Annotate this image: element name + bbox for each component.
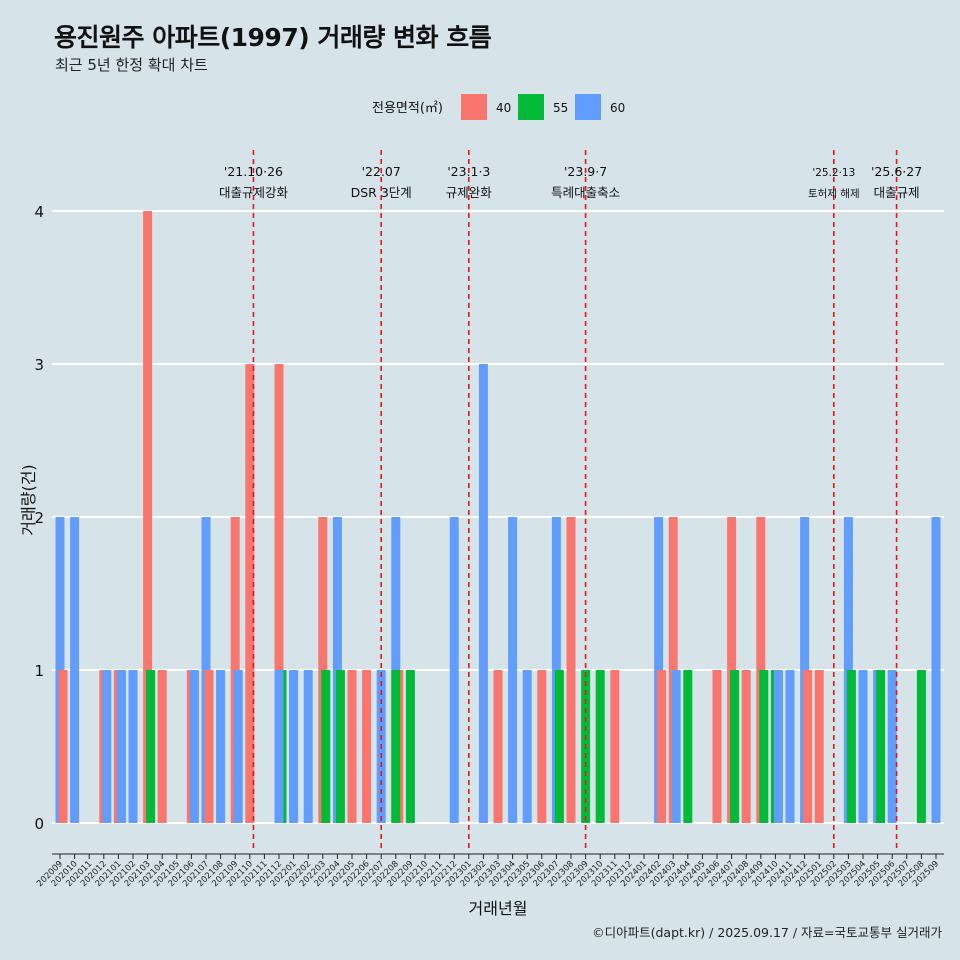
- y-tick-label: 3: [34, 356, 44, 374]
- chart-title: 용진원주 아파트(1997) 거래량 변화 흐름: [54, 23, 492, 52]
- bar-202112-60: [274, 670, 284, 823]
- bar-202205-40: [347, 670, 357, 823]
- bar-202402-40: [657, 670, 667, 823]
- bar-202009-40: [58, 670, 68, 823]
- legend-label: 60: [610, 101, 625, 115]
- bar-202208-55: [391, 670, 401, 823]
- event-label: 대출규제강화: [219, 185, 289, 200]
- event-date: '21.10·26: [224, 164, 283, 179]
- bar-202103-40: [143, 211, 153, 823]
- bar-202410-60: [773, 670, 783, 823]
- y-tick-label: 0: [34, 815, 44, 833]
- bar-202310-55: [595, 670, 605, 823]
- bar-202101-60: [116, 670, 126, 823]
- bar-202209-55: [405, 670, 415, 823]
- bar-202501-40: [814, 670, 824, 823]
- bar-202109-60: [233, 670, 243, 823]
- event-date: '23.9·7: [564, 164, 607, 179]
- bar-202306-40: [537, 670, 547, 823]
- bar-202412-40: [803, 670, 813, 823]
- bar-202406-40: [712, 670, 722, 823]
- event-date: '25.6·27: [871, 164, 922, 179]
- bar-202202-60: [303, 670, 313, 823]
- event-label: 특례대출축소: [551, 185, 620, 200]
- event-label: 규제완화: [446, 185, 493, 200]
- bar-202304-60: [508, 517, 518, 823]
- bar-202010-60: [70, 517, 80, 823]
- bar-202104-40: [157, 670, 167, 823]
- source-footer: ©디아파트(dapt.kr) / 2025.09.17 / 자료=국토교통부 실…: [592, 925, 942, 940]
- event-label: 대출규제: [874, 185, 920, 200]
- x-axis-title: 거래년월: [469, 899, 528, 918]
- bar-202110-40: [245, 364, 255, 823]
- legend-label: 55: [553, 101, 568, 115]
- legend-swatch-60: [575, 94, 601, 120]
- bar-202106-60: [189, 670, 199, 823]
- bar-202407-55: [730, 670, 740, 823]
- bar-202311-40: [610, 670, 620, 823]
- bar-202012-60: [102, 670, 112, 823]
- bar-202411-60: [785, 670, 795, 823]
- bar-202204-55: [335, 670, 345, 823]
- bar-202107-40: [204, 670, 214, 823]
- bar-202307-55: [554, 670, 564, 823]
- legend-title: 전용면적(㎡): [372, 101, 443, 116]
- event-date: '23.1·3: [447, 164, 490, 179]
- bar-202403-60: [671, 670, 681, 823]
- y-tick-label: 1: [34, 662, 44, 680]
- bar-202503-55: [846, 670, 856, 823]
- y-tick-label: 4: [34, 203, 44, 221]
- bar-202212-60: [449, 517, 459, 823]
- bar-202203-55: [321, 670, 331, 823]
- bar-202305-60: [522, 670, 532, 823]
- event-label: 토허제 해제: [808, 187, 860, 200]
- bar-202303-40: [493, 670, 503, 823]
- bar-202201-60: [289, 670, 299, 823]
- y-axis-title: 거래량(건): [19, 464, 38, 535]
- bar-202409-55: [759, 670, 769, 823]
- y-tick-label: 2: [34, 509, 44, 527]
- bar-202504-60: [858, 670, 868, 823]
- bar-202112-40: [274, 364, 284, 823]
- event-date: '25.2·13: [812, 167, 855, 179]
- legend-label: 40: [496, 101, 511, 115]
- bar-202408-40: [741, 670, 751, 823]
- bar-202508-55: [916, 670, 926, 823]
- bar-202108-60: [216, 670, 226, 823]
- bar-202506-60: [887, 670, 897, 823]
- bar-202102-60: [128, 670, 138, 823]
- bar-202404-55: [683, 670, 693, 823]
- bar-202308-40: [566, 517, 576, 823]
- bar-202206-40: [362, 670, 372, 823]
- bar-202509-60: [931, 517, 941, 823]
- event-label: DSR 3단계: [351, 185, 412, 200]
- chart-subtitle: 최근 5년 한정 확대 차트: [55, 56, 208, 74]
- bar-202103-55: [146, 670, 156, 823]
- legend-swatch-40: [461, 94, 487, 120]
- bar-202302-60: [478, 364, 488, 823]
- event-date: '22.07: [362, 164, 401, 179]
- legend-swatch-55: [518, 94, 544, 120]
- bar-202505-55: [876, 670, 886, 823]
